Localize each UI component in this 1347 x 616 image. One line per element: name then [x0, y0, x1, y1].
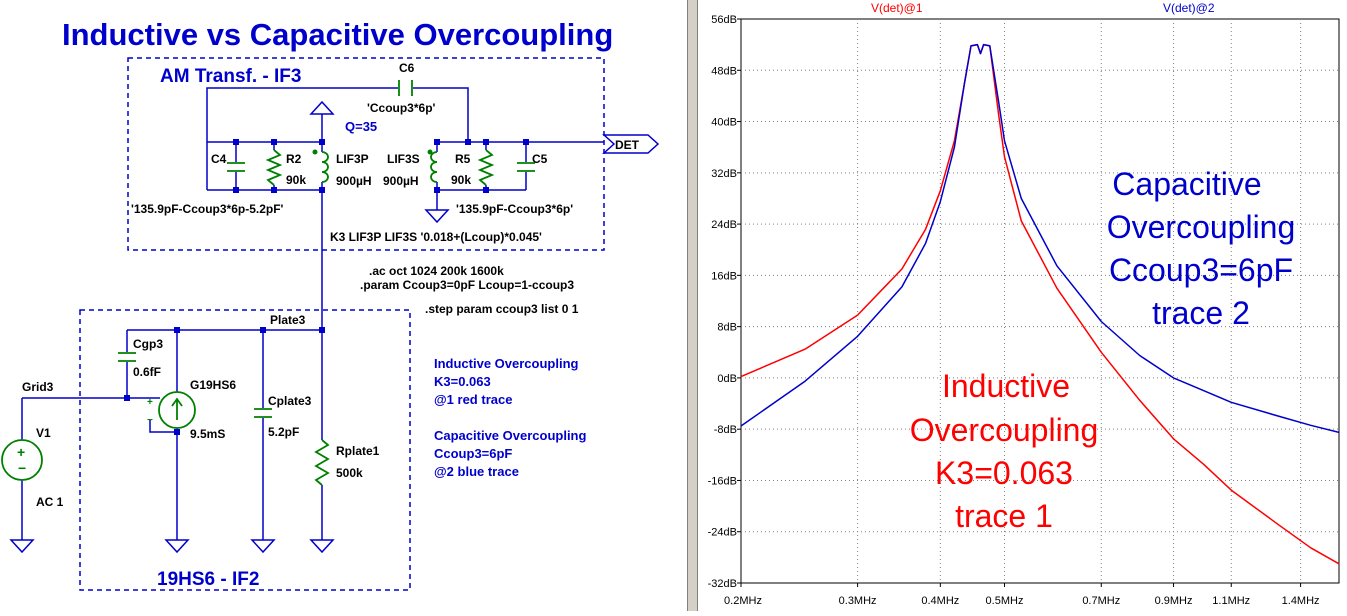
grid3-net-label[interactable]: Grid3: [22, 380, 54, 394]
schematic-title: Inductive vs Capacitive Overcoupling: [62, 17, 613, 52]
ind-annot-line-2: Overcoupling: [910, 412, 1099, 448]
r5-value[interactable]: 90k: [451, 173, 471, 187]
tube-block-label: 19HS6 - IF2: [157, 569, 259, 590]
y-tick-label: 48dB: [711, 65, 737, 77]
lif3p-dot: [312, 149, 318, 155]
y-tick-label: 40dB: [711, 117, 737, 129]
svg-text:+: +: [147, 397, 153, 408]
schematic-editor-pane[interactable]: Inductive vs Capacitive Overcoupling AM …: [0, 0, 687, 611]
x-tick-label: 0.3MHz: [839, 595, 877, 607]
rplate1-name[interactable]: Rplate1: [336, 444, 380, 458]
schematic-wires: [21, 87, 604, 540]
x-tick-label: 1.4MHz: [1282, 595, 1320, 607]
y-tick-label: 56dB: [711, 14, 737, 26]
y-tick-label: -24dB: [708, 527, 737, 539]
trace-label-v-det-1[interactable]: V(det)@1: [871, 1, 923, 15]
lif3p-value[interactable]: 900µH: [336, 174, 372, 188]
waveform-viewer-pane[interactable]: 56dB 48dB 40dB 32dB 24dB 16dB 8dB 0dB -8dB -16dB -…: [698, 0, 1347, 611]
svg-text:−: −: [147, 415, 153, 426]
c4-name[interactable]: C4: [211, 152, 227, 166]
k3-directive[interactable]: K3 LIF3P LIF3S '0.018+(Lcoup)*0.045': [330, 230, 542, 244]
ind-annot-line-1: Inductive: [942, 368, 1070, 404]
x-tick-label: 0.7MHz: [1082, 595, 1120, 607]
source-pins: + −: [147, 397, 153, 426]
cplate3-value[interactable]: 5.2pF: [268, 425, 299, 439]
schematic-components: [1, 80, 535, 486]
x-tick-label: 0.4MHz: [921, 595, 959, 607]
note-inductive-title[interactable]: Inductive Overcoupling: [434, 356, 579, 371]
lif3s-value[interactable]: 900µH: [383, 174, 419, 188]
q-label[interactable]: Q=35: [345, 119, 377, 134]
ind-annot-line-3: K3=0.063: [935, 455, 1073, 491]
y-axis-ticks: 56dB 48dB 40dB 32dB 24dB 16dB 8dB 0dB -8dB -16dB -…: [708, 14, 741, 590]
y-tick-label: 16dB: [711, 270, 737, 282]
trace-label-v-det-2[interactable]: V(det)@2: [1163, 1, 1215, 15]
note-inductive-trace[interactable]: @1 red trace: [434, 392, 512, 407]
tube-block-box: [79, 309, 411, 591]
x-tick-label: 1.1MHz: [1212, 595, 1250, 607]
plot-area[interactable]: [740, 18, 1340, 584]
y-tick-label: -16dB: [708, 475, 737, 487]
r5-name[interactable]: R5: [455, 152, 471, 166]
x-tick-label: 0.2MHz: [724, 595, 762, 607]
y-tick-label: 0dB: [717, 373, 737, 385]
transformer-block-label: AM Transf. - IF3: [160, 66, 301, 87]
note-capacitive-trace[interactable]: @2 blue trace: [434, 464, 519, 479]
directive-param[interactable]: .param Ccoup3=0pF Lcoup=1-ccoup3: [360, 278, 574, 292]
cap-annot-line-3: Ccoup3=6pF: [1109, 252, 1293, 288]
schematic-nodes: [124, 139, 529, 435]
v1-value[interactable]: AC 1: [36, 495, 64, 509]
note-capacitive-c[interactable]: Ccoup3=6pF: [434, 446, 512, 461]
waveform-plot[interactable]: 56dB 48dB 40dB 32dB 24dB 16dB 8dB 0dB -8dB -16dB -…: [698, 0, 1347, 611]
note-capacitive-title[interactable]: Capacitive Overcoupling: [434, 428, 586, 443]
det-port[interactable]: [602, 134, 660, 154]
ground-symbols: [9, 100, 450, 554]
plate3-net-label[interactable]: Plate3: [270, 313, 306, 327]
schematic-canvas[interactable]: Inductive vs Capacitive Overcoupling AM …: [0, 0, 687, 611]
y-tick-label: -32dB: [708, 578, 737, 590]
rplate1-value[interactable]: 500k: [336, 466, 363, 480]
det-label: DET: [615, 138, 640, 152]
c6-name[interactable]: C6: [399, 61, 415, 75]
g19hs6-value[interactable]: 9.5mS: [190, 427, 225, 441]
g19hs6-name[interactable]: G19HS6: [190, 378, 236, 392]
cplate3-name[interactable]: Cplate3: [268, 394, 312, 408]
svg-text:+: +: [17, 444, 25, 460]
cap-annot-line-1: Capacitive: [1112, 166, 1261, 202]
y-tick-label: 32dB: [711, 168, 737, 180]
directive-ac[interactable]: .ac oct 1024 200k 1600k: [369, 264, 504, 278]
y-tick-label: 8dB: [717, 322, 737, 334]
c5-value[interactable]: '135.9pF-Ccoup3*6p': [456, 202, 573, 216]
cgp3-name[interactable]: Cgp3: [133, 337, 163, 351]
inductive-annotation: Inductive Overcoupling K3=0.063 trace 1: [910, 368, 1099, 534]
svg-text:−: −: [18, 460, 26, 476]
x-axis-ticks: 0.2MHz 0.3MHz 0.4MHz 0.5MHz 0.7MHz 0.9MHz 1.1M…: [724, 583, 1320, 607]
r2-value[interactable]: 90k: [286, 173, 306, 187]
ind-annot-line-4: trace 1: [955, 498, 1053, 534]
lif3s-dot: [427, 149, 433, 155]
trace-blue-v-det-2[interactable]: [740, 43, 1340, 434]
x-tick-label: 0.5MHz: [986, 595, 1024, 607]
directive-step[interactable]: .step param ccoup3 list 0 1: [425, 302, 579, 316]
cap-annot-line-2: Overcoupling: [1107, 209, 1296, 245]
r2-name[interactable]: R2: [286, 152, 302, 166]
cgp3-value[interactable]: 0.6fF: [133, 365, 161, 379]
lif3p-name[interactable]: LIF3P: [336, 152, 369, 166]
pane-splitter[interactable]: [687, 0, 698, 611]
lif3s-name[interactable]: LIF3S: [387, 152, 420, 166]
c6-value[interactable]: 'Ccoup3*6p': [367, 101, 436, 115]
c4-value[interactable]: '135.9pF-Ccoup3*6p-5.2pF': [131, 202, 284, 216]
v1-name[interactable]: V1: [36, 426, 51, 440]
note-inductive-k[interactable]: K3=0.063: [434, 374, 491, 389]
y-tick-label: 24dB: [711, 219, 737, 231]
c5-name[interactable]: C5: [532, 152, 548, 166]
v1-polarity: + −: [17, 444, 26, 476]
capacitive-annotation: Capacitive Overcoupling Ccoup3=6pF trace…: [1107, 166, 1296, 331]
y-tick-label: -8dB: [714, 424, 737, 436]
x-tick-label: 0.9MHz: [1155, 595, 1193, 607]
cap-annot-line-4: trace 2: [1152, 295, 1250, 331]
transformer-block-box: [127, 57, 605, 251]
plot-traces: [740, 43, 1340, 565]
